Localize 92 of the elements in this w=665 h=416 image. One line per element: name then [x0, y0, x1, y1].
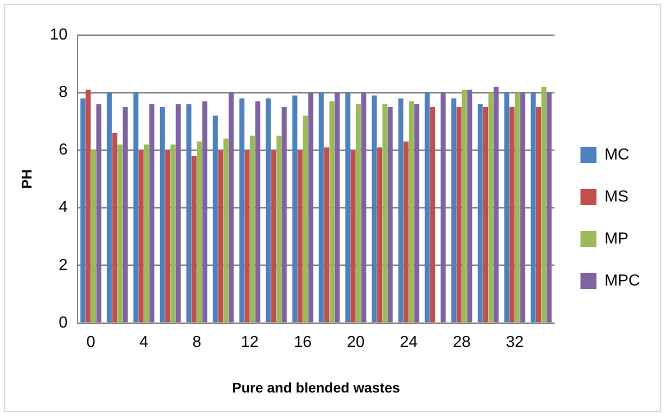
bar: [276, 136, 282, 322]
bar: [329, 101, 334, 322]
bar: [382, 104, 388, 322]
bar: [96, 104, 102, 322]
bar: [186, 104, 192, 322]
bar: [478, 104, 483, 322]
legend-label: MPC: [604, 272, 640, 290]
bar: [398, 98, 404, 322]
bar: [106, 92, 112, 322]
bar: [86, 90, 91, 322]
bar: [144, 144, 149, 322]
bar: [90, 150, 96, 322]
bar: [212, 116, 218, 322]
bar: [112, 132, 118, 322]
y-axis-title: PH: [18, 169, 34, 189]
x-axis-title: Pure and blended wastes: [232, 379, 400, 396]
x-tick-label: 24: [400, 334, 418, 352]
bar: [494, 86, 499, 322]
bar: [546, 92, 552, 322]
bar: [170, 144, 176, 322]
bar: [250, 136, 255, 322]
bar: [80, 98, 86, 322]
bar: [266, 98, 271, 322]
bar: [430, 107, 436, 322]
y-tick-label: 0: [58, 314, 68, 332]
bar: [520, 92, 526, 322]
bar: [149, 104, 154, 322]
bar: [298, 150, 303, 322]
bar: [138, 150, 144, 322]
y-tick-label: 10: [50, 26, 68, 44]
y-tick-label: 6: [58, 142, 68, 159]
bar: [324, 147, 330, 322]
bar: [282, 107, 287, 322]
bar: [244, 150, 250, 322]
bar: [440, 92, 446, 322]
legend-label: MC: [604, 146, 630, 164]
bar: [202, 101, 208, 322]
bar: [223, 138, 228, 322]
bar: [414, 104, 420, 322]
bar: [255, 101, 260, 322]
bar: [117, 144, 122, 322]
bar: [318, 92, 324, 322]
bar: [456, 107, 462, 322]
bar: [514, 92, 520, 322]
x-tick-label: 4: [139, 334, 148, 352]
bar: [350, 150, 356, 322]
bar: [196, 142, 202, 322]
bar: [176, 104, 181, 322]
bar: [408, 101, 414, 322]
bar: [510, 107, 515, 322]
bar: [133, 92, 138, 322]
bar: [388, 107, 393, 322]
bar: [292, 95, 298, 322]
x-tick-label: 32: [506, 334, 524, 352]
bar: [308, 92, 314, 322]
bar: [483, 107, 488, 322]
x-tick-label: 8: [192, 334, 202, 352]
bar: [165, 150, 170, 322]
bar: [462, 90, 467, 322]
bar: [504, 92, 510, 322]
bar: [361, 92, 366, 322]
y-tick-label: 8: [58, 84, 68, 102]
y-tick-label: 2: [58, 256, 68, 274]
bar: [218, 150, 224, 322]
bar: [372, 95, 377, 322]
bar: [271, 150, 276, 322]
x-tick-label: 20: [346, 334, 365, 352]
bar: [345, 92, 350, 322]
bar: [334, 92, 340, 322]
bar: [467, 90, 472, 322]
bar: [192, 156, 197, 322]
bar: [228, 92, 234, 322]
x-tick-label: 16: [294, 334, 312, 352]
y-tick-label: 4: [58, 199, 68, 216]
bar: [451, 98, 456, 322]
bar: [541, 86, 546, 322]
bar: [404, 142, 409, 322]
bar: [377, 147, 382, 322]
bar: [356, 104, 361, 322]
x-tick-label: 28: [452, 334, 471, 352]
bar: [530, 92, 536, 322]
bar: [122, 107, 128, 322]
x-tick-label: 0: [86, 334, 96, 352]
bar: [536, 107, 542, 322]
bar: [424, 92, 430, 322]
legend-label: MP: [604, 230, 628, 248]
x-tick-label: 12: [240, 334, 259, 352]
bar: [239, 98, 244, 322]
bar: [160, 107, 165, 322]
legend-label: MS: [604, 188, 628, 206]
bar: [302, 116, 308, 322]
bar: [488, 92, 494, 322]
